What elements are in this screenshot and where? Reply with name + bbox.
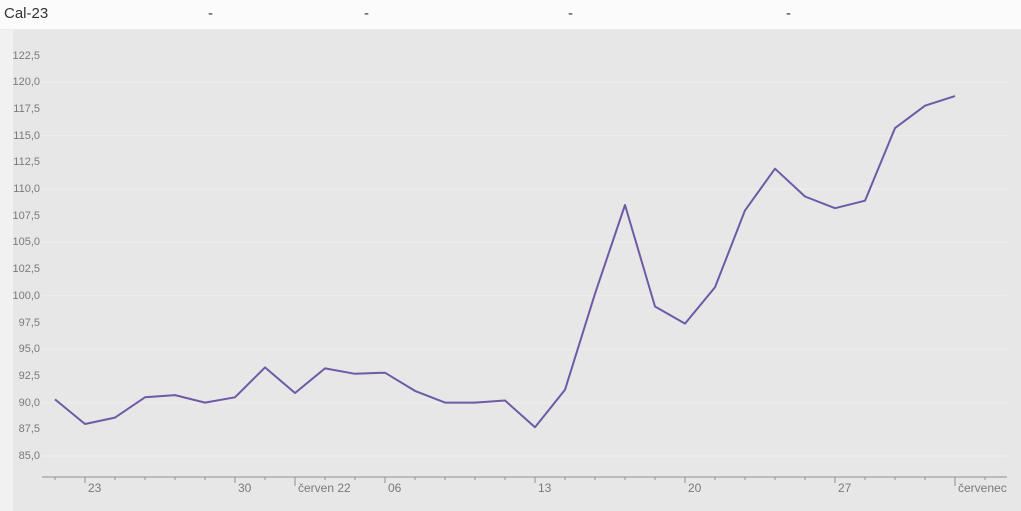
y-axis-tick-label: 110,0	[13, 183, 40, 195]
header-placeholder-value: -	[208, 5, 213, 22]
instrument-header-row[interactable]: Cal-23 - - - -	[0, 0, 1021, 30]
header-placeholder-value: -	[786, 5, 791, 22]
y-axis-tick-label: 87,5	[18, 423, 40, 436]
x-axis-tick-label: 23	[88, 481, 102, 495]
x-axis-tick-label: 06	[388, 481, 402, 495]
header-placeholder-value: -	[364, 5, 369, 22]
chart-canvas[interactable]	[0, 30, 1021, 511]
y-axis-tick-label: 97,5	[18, 316, 40, 329]
x-axis-tick-label: 30	[238, 481, 252, 495]
y-axis-tick-label: 107,5	[12, 209, 40, 222]
x-axis-tick-label: červenec	[958, 481, 1007, 495]
y-axis-tick-label: 85,0	[18, 450, 40, 462]
chart-left-margin-strip	[0, 30, 13, 511]
x-axis-tick-label: 27	[838, 481, 852, 495]
y-axis-tick-label: 112,5	[13, 156, 40, 169]
x-axis-tick-label: 13	[538, 481, 552, 495]
y-axis-tick-label: 92,5	[18, 369, 40, 382]
price-chart[interactable]: 85,0 87,5 90,0 92,5 95,0 97,5 100,0 102,5 105,0 1…	[0, 30, 1021, 511]
x-axis-tick-label: 20	[688, 481, 702, 495]
y-axis-tick-label: 95,0	[18, 343, 40, 356]
y-axis-tick-label: 100,0	[12, 289, 40, 302]
y-axis-tick-label: 90,0	[18, 396, 40, 409]
y-axis-tick-label: 102,5	[12, 263, 40, 276]
y-axis-tick-label: 120,0	[12, 76, 40, 89]
y-axis-tick-label: 115,0	[13, 129, 40, 142]
y-axis-tick-label: 122,5	[12, 49, 40, 62]
price-line-series[interactable]	[54, 95, 956, 429]
y-axis-tick-label: 105,0	[12, 236, 40, 249]
header-placeholder-value: -	[568, 5, 573, 22]
instrument-name: Cal-23	[4, 5, 49, 22]
x-axis-tick-label: červen 22	[298, 481, 351, 495]
y-axis-tick-label: 117,5	[13, 102, 40, 115]
